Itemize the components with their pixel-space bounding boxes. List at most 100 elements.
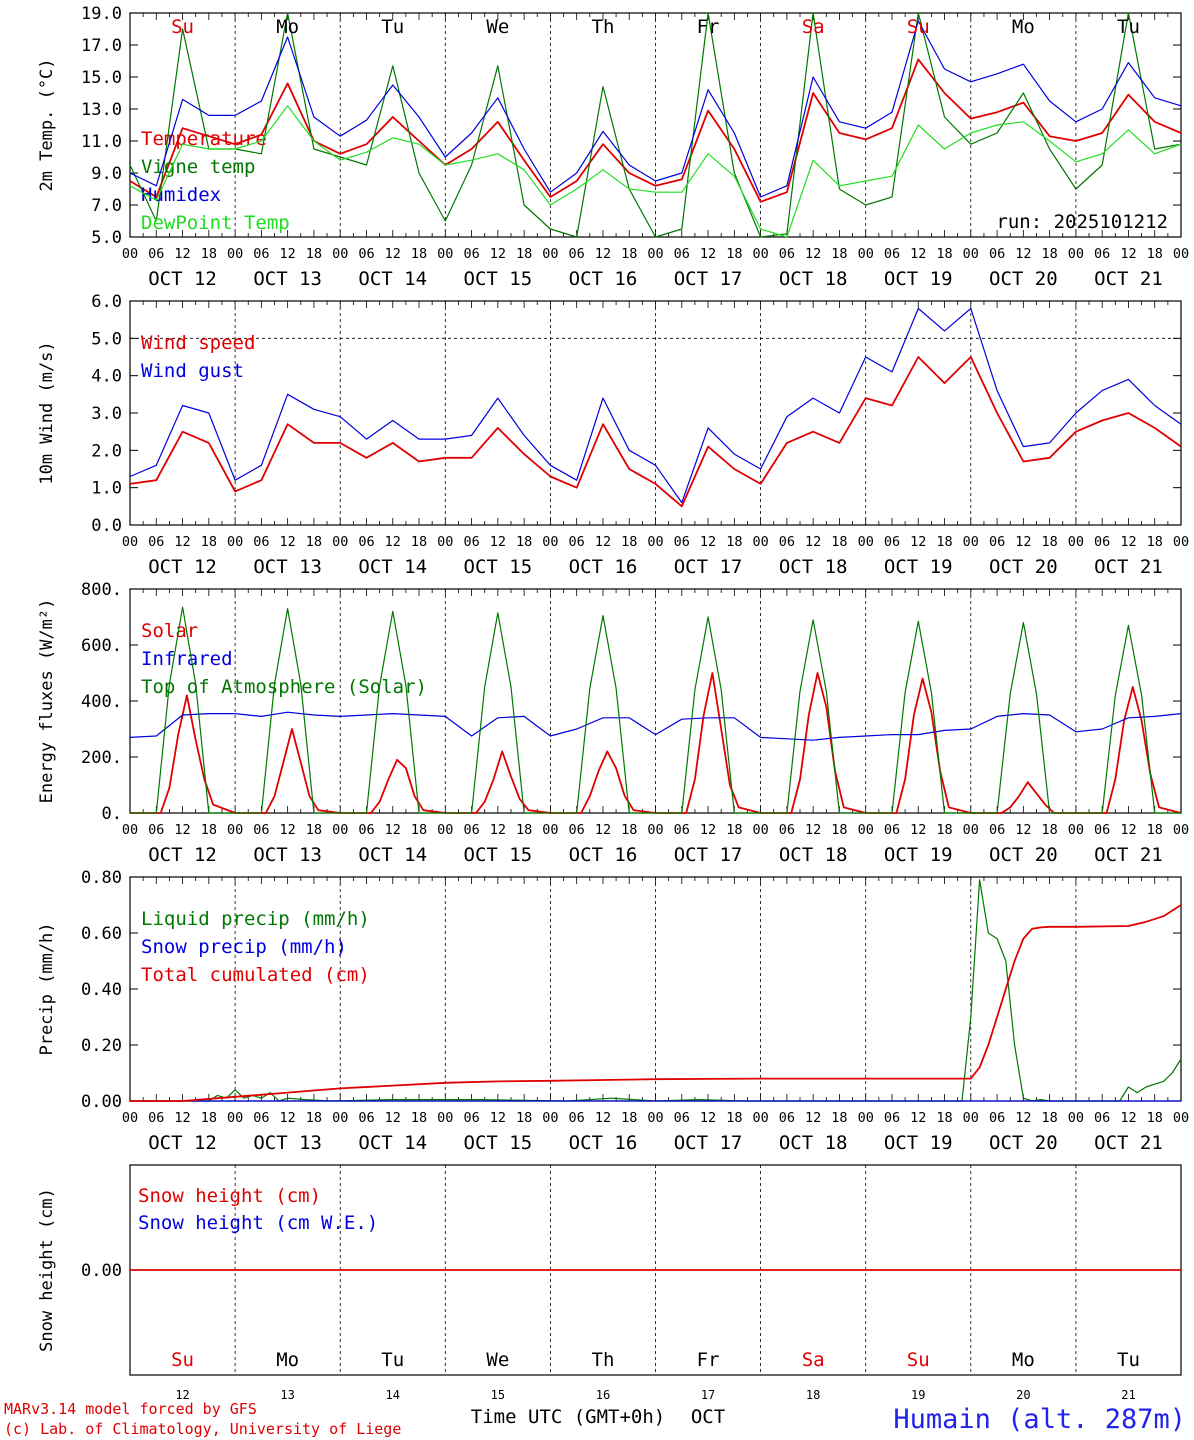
date-label: OCT 17 bbox=[674, 844, 743, 866]
hour-tick-label: 12 bbox=[385, 246, 401, 262]
hour-tick-label: 12 bbox=[910, 534, 926, 550]
wind-legend-2: Wind gust bbox=[141, 360, 244, 382]
hour-tick-label: 06 bbox=[569, 246, 585, 262]
day-name-bottom: Mo bbox=[276, 1349, 299, 1371]
hour-tick-label: 12 bbox=[700, 534, 716, 550]
wind-ytick-label: 3.0 bbox=[91, 404, 122, 424]
hour-tick-label: 18 bbox=[726, 822, 742, 838]
hour-tick-label: 00 bbox=[647, 822, 663, 838]
date-label: OCT 16 bbox=[569, 556, 638, 578]
date-label: OCT 15 bbox=[464, 1132, 533, 1154]
hour-tick-label: 06 bbox=[989, 246, 1005, 262]
hour-tick-label: 00 bbox=[542, 1110, 558, 1126]
temp-legend-1: Temperature bbox=[141, 128, 267, 150]
hour-tick-label: 06 bbox=[148, 534, 164, 550]
hour-tick-label: 06 bbox=[674, 1110, 690, 1126]
hour-tick-label: 12 bbox=[280, 822, 296, 838]
hour-tick-label: 06 bbox=[884, 822, 900, 838]
hour-tick-label: 06 bbox=[253, 1110, 269, 1126]
hour-tick-label: 12 bbox=[805, 246, 821, 262]
hour-tick-label: 06 bbox=[148, 1110, 164, 1126]
hour-tick-label: 12 bbox=[700, 1110, 716, 1126]
hour-tick-label: 00 bbox=[963, 822, 979, 838]
energy-series-infrared bbox=[129, 711, 1182, 741]
hour-tick-label: 18 bbox=[726, 246, 742, 262]
hour-tick-label: 06 bbox=[463, 246, 479, 262]
hour-tick-label: 06 bbox=[358, 822, 374, 838]
wind-ytick-label: 2.0 bbox=[91, 441, 122, 461]
hour-tick-label: 18 bbox=[726, 534, 742, 550]
temp-series-humidex bbox=[129, 20, 1182, 198]
precip-legend-2: Snow precip (mm/h) bbox=[141, 936, 347, 958]
date-label: OCT 12 bbox=[148, 268, 217, 290]
hour-tick-label: 12 bbox=[595, 822, 611, 838]
x-axis-month: OCT bbox=[691, 1406, 725, 1428]
date-label: OCT 21 bbox=[1094, 556, 1163, 578]
hour-tick-label: 12 bbox=[1015, 534, 1031, 550]
temp-ytick-label: 11.0 bbox=[81, 132, 122, 152]
hour-tick-label: 06 bbox=[253, 246, 269, 262]
hour-tick-label: 06 bbox=[779, 246, 795, 262]
temp-legend-2: Vigne temp bbox=[141, 156, 255, 178]
hour-tick-label: 12 bbox=[1015, 246, 1031, 262]
temp-ytick-label: 13.0 bbox=[81, 100, 122, 120]
hour-tick-label: 00 bbox=[122, 822, 138, 838]
hour-tick-label: 00 bbox=[1068, 1110, 1084, 1126]
date-label: OCT 17 bbox=[674, 1132, 743, 1154]
date-label: OCT 18 bbox=[779, 1132, 848, 1154]
energy-ytick-label: 0. bbox=[102, 804, 122, 824]
date-label: OCT 20 bbox=[989, 1132, 1058, 1154]
date-label: OCT 14 bbox=[358, 1132, 427, 1154]
energy-series-top-of-atmosphere-solar- bbox=[130, 606, 1181, 814]
hour-tick-label: 12 bbox=[1120, 246, 1136, 262]
hour-tick-label: 12 bbox=[805, 1110, 821, 1126]
hour-tick-label: 06 bbox=[569, 1110, 585, 1126]
hour-tick-label-end: 00 bbox=[1173, 822, 1189, 838]
precip-series-total-cumulated-cm- bbox=[130, 904, 1182, 1102]
hour-tick-label: 00 bbox=[332, 822, 348, 838]
date-label: OCT 12 bbox=[148, 556, 217, 578]
snow-ylabel: Snow height (cm) bbox=[37, 1188, 57, 1352]
run-label: run: 2025101212 bbox=[996, 211, 1168, 233]
day-number: 17 bbox=[701, 1388, 715, 1402]
date-label: OCT 18 bbox=[779, 556, 848, 578]
date-label: OCT 20 bbox=[989, 844, 1058, 866]
hour-tick-label: 12 bbox=[595, 534, 611, 550]
hour-tick-label: 06 bbox=[463, 534, 479, 550]
hour-tick-label: 18 bbox=[1041, 246, 1057, 262]
energy-legend-1: Solar bbox=[141, 620, 198, 642]
hour-tick-label: 12 bbox=[595, 1110, 611, 1126]
wind-ytick-label: 6.0 bbox=[91, 292, 122, 312]
date-label: OCT 15 bbox=[464, 268, 533, 290]
energy-legend-3: Top of Atmosphere (Solar) bbox=[141, 676, 427, 698]
hour-tick-label: 06 bbox=[674, 246, 690, 262]
hour-tick-label: 12 bbox=[805, 534, 821, 550]
hour-tick-label: 12 bbox=[805, 822, 821, 838]
hour-tick-label: 18 bbox=[831, 1110, 847, 1126]
hour-tick-label: 12 bbox=[1120, 534, 1136, 550]
temp-series-vigne-temp bbox=[129, 12, 1182, 238]
day-name-bottom: Su bbox=[171, 1349, 194, 1371]
credit-line-2: (c) Lab. of Climatology, University of L… bbox=[4, 1420, 401, 1438]
hour-tick-label: 18 bbox=[831, 534, 847, 550]
hour-tick-label: 06 bbox=[989, 822, 1005, 838]
hour-tick-label: 18 bbox=[201, 822, 217, 838]
hour-tick-label: 00 bbox=[858, 534, 874, 550]
precip-legend-3: Total cumulated (cm) bbox=[141, 964, 370, 986]
hour-tick-label: 00 bbox=[542, 822, 558, 838]
date-label: OCT 21 bbox=[1094, 268, 1163, 290]
day-number: 15 bbox=[491, 1388, 505, 1402]
hour-tick-label: 06 bbox=[1094, 246, 1110, 262]
hour-tick-label: 18 bbox=[516, 246, 532, 262]
hour-tick-label: 12 bbox=[280, 534, 296, 550]
hour-tick-label: 18 bbox=[516, 1110, 532, 1126]
day-name-top: Su bbox=[171, 16, 194, 38]
hour-tick-label: 06 bbox=[358, 246, 374, 262]
wind-ylabel: 10m Wind (m/s) bbox=[37, 341, 57, 484]
day-name-top: We bbox=[486, 16, 509, 38]
wind-series-wind-speed bbox=[129, 356, 1182, 508]
hour-tick-label: 06 bbox=[1094, 822, 1110, 838]
hour-tick-label: 00 bbox=[858, 822, 874, 838]
hour-tick-label: 12 bbox=[174, 246, 190, 262]
day-name-bottom: Sa bbox=[802, 1349, 825, 1371]
